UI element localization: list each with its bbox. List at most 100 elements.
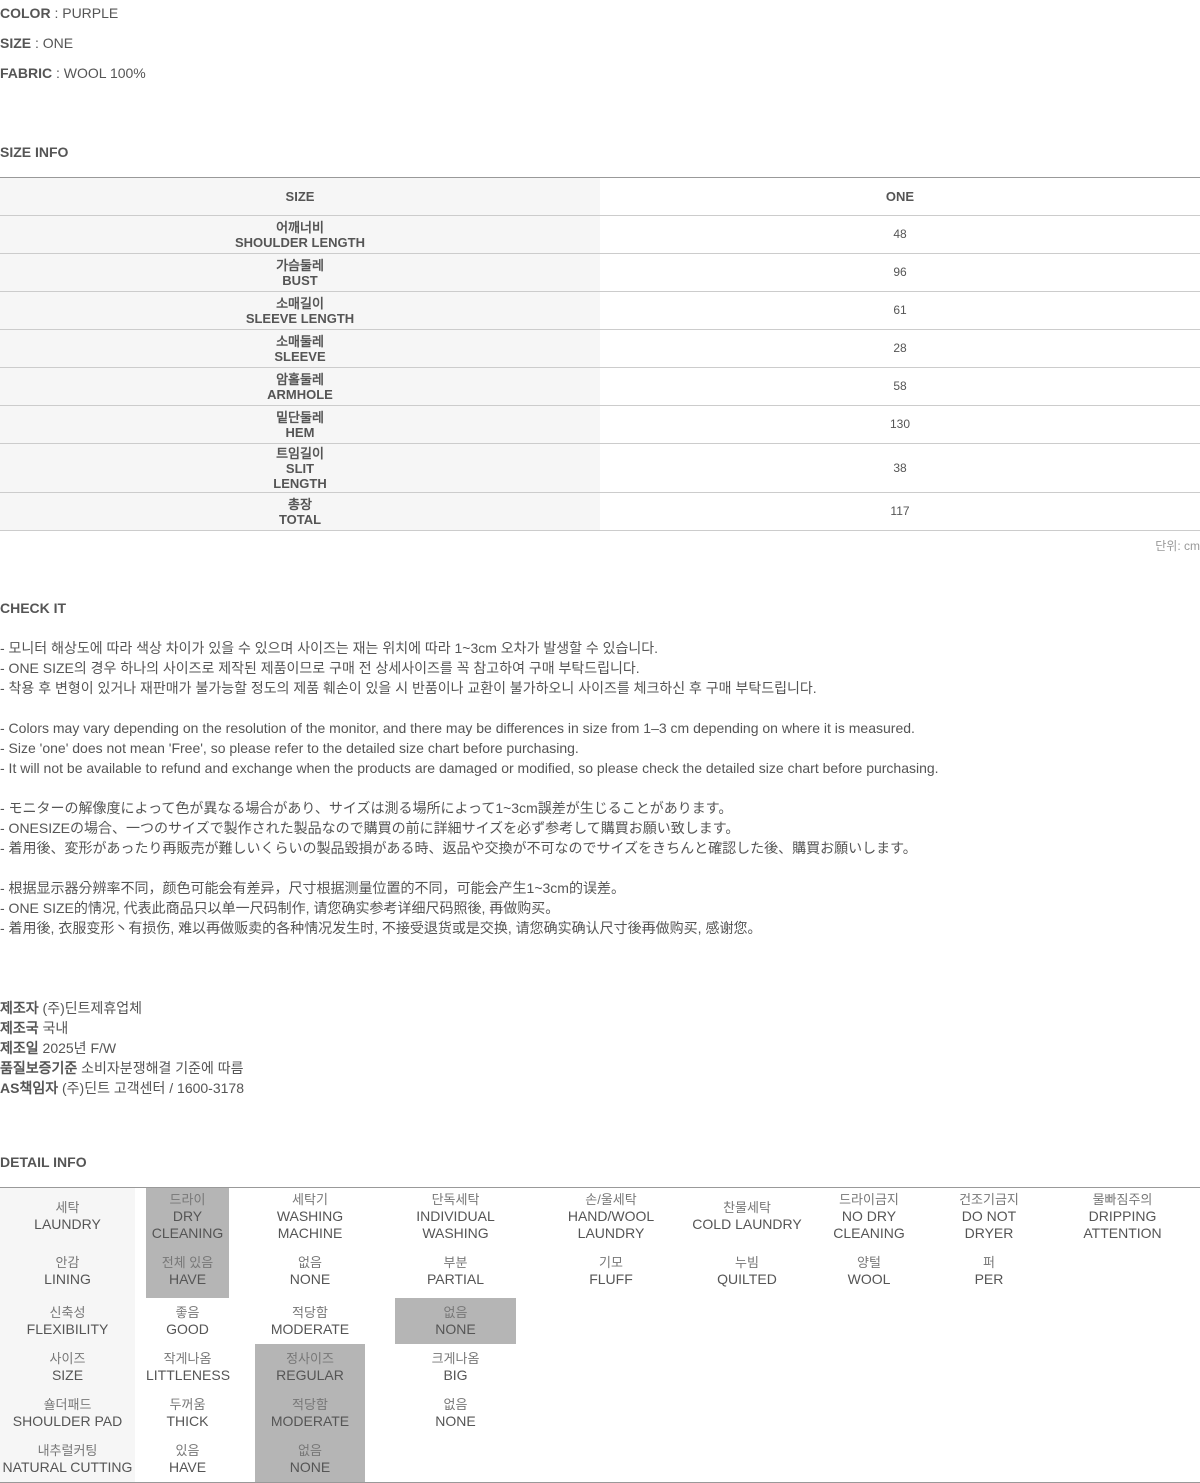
- detail-option: 드라이 DRY CLEANING: [146, 1188, 229, 1244]
- detail-label: 내추럴커팅 NATURAL CUTTING: [0, 1436, 135, 1482]
- option-en: LITTLENESS: [146, 1367, 231, 1383]
- size-row: 밑단둘레 HEM 130: [0, 405, 1200, 444]
- detail-option: 전체 있음 HAVE: [146, 1244, 229, 1298]
- label-en: SLEEVE LENGTH: [245, 310, 355, 326]
- header-cell: SIZE: [0, 177, 600, 216]
- section-title: SIZE INFO: [0, 144, 69, 160]
- option-en: WASHING MACHINE: [276, 1207, 344, 1241]
- option-ko: 없음: [443, 1305, 468, 1320]
- note-line: - 着用後, 衣服变形丶有损伤, 难以再做贩卖的各种情况发生时, 不接受退货或是…: [0, 920, 762, 936]
- option-ko: 손/울세탁: [585, 1191, 637, 1207]
- maker-label: AS책임자: [0, 1080, 59, 1096]
- check-notes: - 모니터 해상도에 따라 색상 차이가 있을 수 있으며 사이즈는 재는 위치…: [0, 638, 939, 958]
- option-en: HAND/WOOL LAUNDRY: [567, 1207, 655, 1241]
- detail-option: 크게나옴 BIG: [395, 1344, 516, 1390]
- size-value: 61: [600, 291, 1200, 330]
- spec-line: COLOR : PURPLE: [0, 3, 118, 23]
- option-en: MODERATE: [270, 1413, 350, 1429]
- size-row: 총장 TOTAL 117: [0, 492, 1200, 531]
- option-en: PER: [974, 1271, 1004, 1287]
- maker-value: 소비자분쟁해결 기준에 따름: [81, 1060, 244, 1076]
- detail-option: 없음 NONE: [255, 1244, 365, 1298]
- detail-option: 좋음 GOOD: [146, 1298, 229, 1344]
- note-line: - Colors may vary depending on the resol…: [0, 720, 915, 736]
- option-en: REGULAR: [276, 1367, 344, 1383]
- note-line: - 着用後、変形があったり再販売が難しいくらいの製品毀損がある時、返品や交換が不…: [0, 840, 917, 856]
- maker-line: 제조자 (주)딘트제휴업체: [0, 998, 244, 1018]
- note-line: - ONE SIZE의 경우 하나의 사이즈로 제작된 제품이므로 구매 전 상…: [0, 660, 640, 676]
- maker-value: (주)딘트 고객센터 / 1600-3178: [61, 1080, 244, 1096]
- header-cell: ONE: [600, 177, 1200, 216]
- size-row: 소매둘레 SLEEVE 28: [0, 329, 1200, 368]
- label-ko: 총장: [288, 496, 312, 512]
- option-ko: 퍼: [983, 1255, 995, 1270]
- note-line: - 착용 후 변형이 있거나 재판매가 불가능할 정도의 제품 훼손이 있을 시…: [0, 680, 817, 696]
- label-ko: 트임길이: [276, 445, 324, 461]
- option-en: PARTIAL: [426, 1271, 485, 1287]
- option-en: QUILTED: [717, 1271, 777, 1287]
- size-value: 28: [600, 329, 1200, 368]
- size-label: 소매둘레 SLEEVE: [0, 329, 600, 368]
- size-row: 소매길이 SLEEVE LENGTH 61: [0, 291, 1200, 330]
- spec-value: : ONE: [35, 35, 74, 51]
- option-ko: 물빠짐주의: [1092, 1191, 1153, 1207]
- option-ko: 없음: [298, 1443, 322, 1458]
- option-ko: 있음: [175, 1443, 200, 1458]
- unit-note: 단위: cm: [1155, 539, 1200, 553]
- section-title: DETAIL INFO: [0, 1154, 87, 1170]
- label-ko: 밑단둘레: [276, 409, 324, 425]
- maker-value: (주)딘트제휴업체: [42, 1000, 143, 1016]
- option-en: LINING: [44, 1271, 91, 1287]
- detail-option: 정사이즈 REGULAR: [255, 1344, 365, 1390]
- maker-label: 제조국: [0, 1020, 39, 1036]
- option-en: FLUFF: [589, 1271, 633, 1287]
- rule: [0, 1187, 1200, 1188]
- label-en: BUST: [282, 272, 318, 288]
- option-ko: 적당함: [292, 1305, 328, 1320]
- label-en: ARMHOLE: [267, 386, 333, 402]
- detail-label: 세탁 LAUNDRY: [0, 1188, 135, 1244]
- detail-option: 세탁기 WASHING MACHINE: [255, 1188, 365, 1244]
- size-label: 어깨너비 SHOULDER LENGTH: [0, 215, 600, 254]
- label-ko: 소매길이: [276, 295, 324, 311]
- option-ko: 작게나옴: [163, 1351, 212, 1366]
- option-en: MODERATE: [270, 1321, 350, 1337]
- size-value: 130: [600, 405, 1200, 444]
- option-ko: 단독세탁: [431, 1191, 480, 1207]
- option-ko: 적당함: [292, 1397, 328, 1412]
- option-ko: 내추럴커팅: [37, 1443, 98, 1458]
- option-ko: 부분: [443, 1255, 468, 1270]
- option-en: COLD LAUNDRY: [692, 1216, 802, 1232]
- size-value: 38: [600, 443, 1200, 493]
- maker-line: 제조일 2025년 F/W: [0, 1038, 244, 1058]
- detail-option: 작게나옴 LITTLENESS: [146, 1344, 231, 1390]
- detail-option: 양털 WOOL: [806, 1244, 932, 1298]
- option-ko: 정사이즈: [286, 1351, 334, 1366]
- detail-option: 두꺼움 THICK: [146, 1390, 229, 1436]
- detail-option: 없음 NONE: [395, 1390, 516, 1436]
- label-ko: 어깨너비: [276, 219, 324, 235]
- label-ko: 소매둘레: [276, 333, 324, 349]
- maker-info: 제조자 (주)딘트제휴업체 제조국 국내 제조일 2025년 F/W 품질보증기준 소…: [0, 998, 244, 1098]
- spec-label: FABRIC: [0, 65, 53, 81]
- option-en: SIZE: [51, 1367, 84, 1383]
- detail-option: 없음 NONE: [395, 1298, 516, 1344]
- detail-label: 사이즈 SIZE: [0, 1344, 135, 1390]
- option-ko: 양털: [857, 1255, 881, 1270]
- detail-option: 적당함 MODERATE: [255, 1390, 365, 1436]
- option-ko: 없음: [298, 1255, 322, 1270]
- option-ko: 전체 있음: [161, 1255, 214, 1270]
- maker-value: 국내: [42, 1020, 69, 1036]
- size-value: 96: [600, 253, 1200, 292]
- option-en: BIG: [443, 1367, 468, 1383]
- option-ko: 없음: [443, 1397, 468, 1412]
- note-group: - 根据显示器分辨率不同，颜色可能会有差异，尺寸根据测量位置的不同，可能会产生1…: [0, 878, 939, 938]
- size-label: 소매길이 SLEEVE LENGTH: [0, 291, 600, 330]
- option-en: HAVE: [168, 1271, 207, 1287]
- option-en: NONE: [289, 1459, 331, 1475]
- option-ko: 좋음: [175, 1305, 200, 1320]
- detail-option: 단독세탁 INDIVIDUAL WASHING: [395, 1188, 516, 1244]
- note-line: - 根据显示器分辨率不同，颜色可能会有差异，尺寸根据测量位置的不同，可能会产生1…: [0, 880, 625, 896]
